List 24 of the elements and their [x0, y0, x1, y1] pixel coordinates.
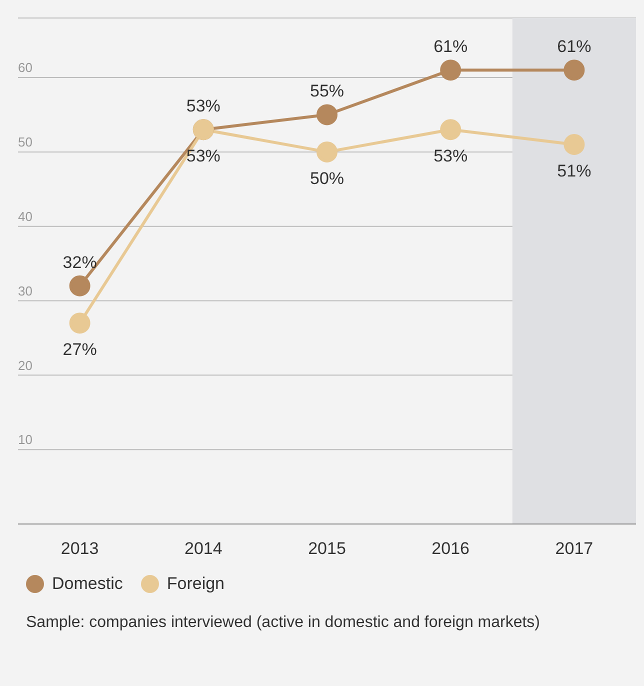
x-tick-label: 2013 — [60, 539, 99, 558]
text: Sample: companies interviewed (active in domestic and foreign markets) — [25, 613, 542, 632]
data-label: 27% — [62, 340, 97, 360]
y-tick-label: 60 — [18, 60, 32, 76]
data-label: 53% — [434, 146, 468, 166]
x-tick-label: 2017 — [555, 539, 594, 558]
y-tick-label: 10 — [18, 432, 32, 448]
data-label: 55% — [310, 82, 344, 101]
x-tick-label: 2016 — [432, 539, 470, 558]
data-label: 61% — [434, 37, 468, 56]
y-tick-label: 30 — [18, 283, 32, 298]
data-label: 50% — [310, 168, 344, 188]
x-tick-label: 2014 — [184, 539, 222, 558]
data-label: 53% — [186, 146, 220, 166]
legend-label: Domestic — [51, 574, 123, 594]
data-label: 51% — [557, 162, 592, 180]
x-tick-label: 2015 — [308, 539, 346, 558]
legend-label: Foreign — [166, 574, 224, 594]
y-tick-label: 20 — [18, 358, 32, 373]
data-label: 61% — [557, 37, 592, 56]
data-label: 32% — [62, 252, 97, 272]
data-label: 53% — [186, 96, 220, 116]
y-tick-label: 40 — [18, 208, 32, 224]
y-tick-label: 50 — [18, 134, 32, 150]
